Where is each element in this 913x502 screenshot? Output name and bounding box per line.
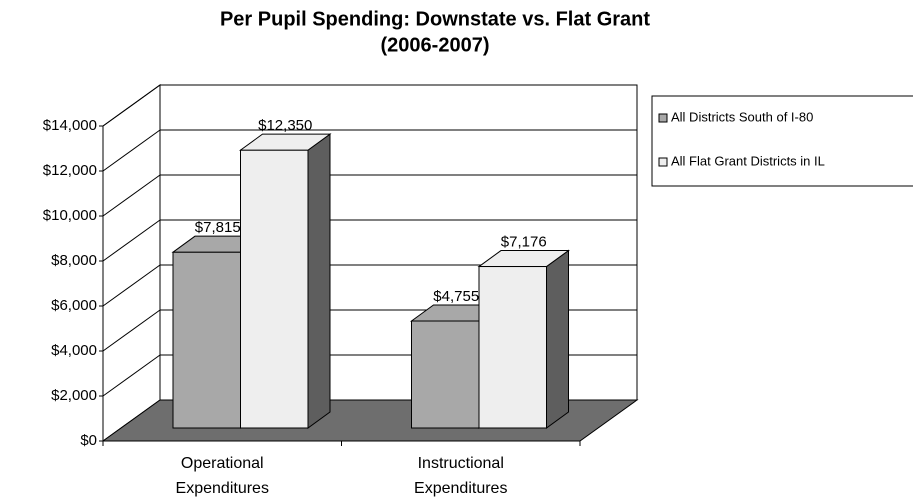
y-tick-label: $8,000 xyxy=(51,252,97,269)
bar-front xyxy=(240,149,309,429)
legend xyxy=(651,95,913,187)
y-tick-label: $14,000 xyxy=(43,117,97,134)
bar-front xyxy=(172,251,241,429)
grid-line xyxy=(102,309,161,352)
grid-line xyxy=(102,219,161,262)
y-tick-label: $12,000 xyxy=(43,162,97,179)
bar-side xyxy=(307,133,331,429)
side-wall xyxy=(102,84,161,442)
bar-top xyxy=(238,133,332,151)
bar-front xyxy=(411,320,480,429)
x-tick-label: Operational Expenditures xyxy=(175,455,269,497)
y-tick-label: $2,000 xyxy=(51,387,97,404)
legend-label: All Flat Grant Districts in IL xyxy=(671,153,825,168)
legend-label: All Districts South of I-80 xyxy=(671,109,813,124)
grid-line xyxy=(102,354,161,397)
y-tick-label: $4,000 xyxy=(51,342,97,359)
value-label: $12,350 xyxy=(258,117,312,134)
value-label: $7,815 xyxy=(195,219,241,236)
legend-swatch xyxy=(658,157,668,167)
value-label: $4,755 xyxy=(433,288,479,305)
bar-side xyxy=(546,249,569,429)
chart-title: Per Pupil Spending: Downstate vs. Flat G… xyxy=(220,8,650,30)
legend-swatch xyxy=(658,113,668,123)
x-tick-label: Instructional Expenditures xyxy=(414,455,508,497)
y-tick-label: $6,000 xyxy=(51,297,97,314)
chart-subtitle: (2006-2007) xyxy=(381,34,490,56)
value-label: $7,176 xyxy=(501,234,547,251)
grid-line xyxy=(102,264,161,307)
bar-front xyxy=(478,266,547,429)
y-tick-label: $10,000 xyxy=(43,207,97,224)
grid-line xyxy=(102,129,161,172)
y-tick-label: $0 xyxy=(80,432,97,449)
grid-line xyxy=(102,174,161,217)
bar-top xyxy=(477,250,571,268)
grid-line xyxy=(102,84,161,127)
